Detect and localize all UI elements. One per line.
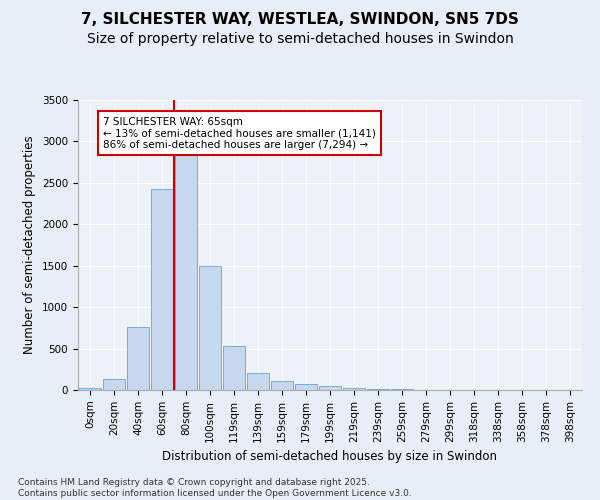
Text: 7, SILCHESTER WAY, WESTLEA, SWINDON, SN5 7DS: 7, SILCHESTER WAY, WESTLEA, SWINDON, SN5… [81,12,519,28]
Bar [103,379,125,390]
Bar [295,384,317,390]
Text: 7 SILCHESTER WAY: 65sqm
← 13% of semi-detached houses are smaller (1,141)
86% of: 7 SILCHESTER WAY: 65sqm ← 13% of semi-de… [103,116,376,150]
Bar [367,389,389,390]
Y-axis label: Number of semi-detached properties: Number of semi-detached properties [23,136,37,354]
Bar [199,266,221,390]
Bar [271,381,293,390]
Bar [175,142,197,390]
X-axis label: Distribution of semi-detached houses by size in Swindon: Distribution of semi-detached houses by … [163,450,497,463]
Text: Contains HM Land Registry data © Crown copyright and database right 2025.
Contai: Contains HM Land Registry data © Crown c… [18,478,412,498]
Bar [223,346,245,390]
Bar [247,374,269,390]
Bar [319,386,341,390]
Bar [127,327,149,390]
Bar [151,190,173,390]
Bar [79,388,101,390]
Text: Size of property relative to semi-detached houses in Swindon: Size of property relative to semi-detach… [86,32,514,46]
Bar [343,388,365,390]
